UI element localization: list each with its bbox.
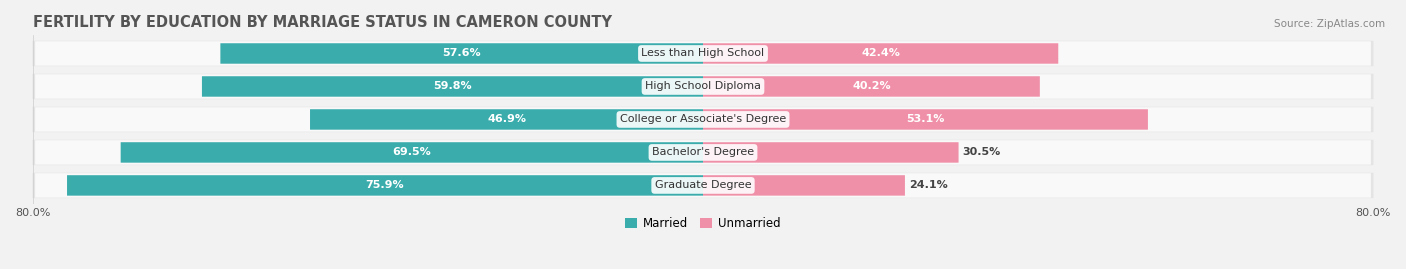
Text: 75.9%: 75.9% — [366, 180, 405, 190]
Text: Graduate Degree: Graduate Degree — [655, 180, 751, 190]
FancyBboxPatch shape — [32, 140, 1374, 165]
Text: Bachelor's Degree: Bachelor's Degree — [652, 147, 754, 157]
FancyBboxPatch shape — [35, 107, 1371, 132]
FancyBboxPatch shape — [703, 43, 1059, 64]
FancyBboxPatch shape — [67, 175, 703, 196]
Legend: Married, Unmarried: Married, Unmarried — [620, 212, 786, 235]
Text: 42.4%: 42.4% — [862, 48, 900, 58]
Text: Source: ZipAtlas.com: Source: ZipAtlas.com — [1274, 19, 1385, 29]
FancyBboxPatch shape — [32, 74, 1374, 99]
Text: 46.9%: 46.9% — [486, 114, 526, 125]
Text: College or Associate's Degree: College or Associate's Degree — [620, 114, 786, 125]
Text: 40.2%: 40.2% — [852, 82, 891, 91]
Text: 59.8%: 59.8% — [433, 82, 472, 91]
FancyBboxPatch shape — [703, 142, 959, 163]
FancyBboxPatch shape — [703, 76, 1040, 97]
FancyBboxPatch shape — [121, 142, 703, 163]
Text: 69.5%: 69.5% — [392, 147, 432, 157]
FancyBboxPatch shape — [35, 74, 1371, 99]
FancyBboxPatch shape — [311, 109, 703, 130]
FancyBboxPatch shape — [32, 41, 1374, 66]
FancyBboxPatch shape — [35, 41, 1371, 66]
FancyBboxPatch shape — [221, 43, 703, 64]
FancyBboxPatch shape — [703, 175, 905, 196]
Text: Less than High School: Less than High School — [641, 48, 765, 58]
Text: 53.1%: 53.1% — [907, 114, 945, 125]
FancyBboxPatch shape — [35, 140, 1371, 165]
Text: 57.6%: 57.6% — [443, 48, 481, 58]
Text: FERTILITY BY EDUCATION BY MARRIAGE STATUS IN CAMERON COUNTY: FERTILITY BY EDUCATION BY MARRIAGE STATU… — [32, 15, 612, 30]
FancyBboxPatch shape — [32, 173, 1374, 198]
FancyBboxPatch shape — [703, 109, 1147, 130]
FancyBboxPatch shape — [32, 107, 1374, 132]
FancyBboxPatch shape — [202, 76, 703, 97]
Text: High School Diploma: High School Diploma — [645, 82, 761, 91]
Text: 24.1%: 24.1% — [910, 180, 948, 190]
Text: 30.5%: 30.5% — [963, 147, 1001, 157]
FancyBboxPatch shape — [35, 173, 1371, 198]
